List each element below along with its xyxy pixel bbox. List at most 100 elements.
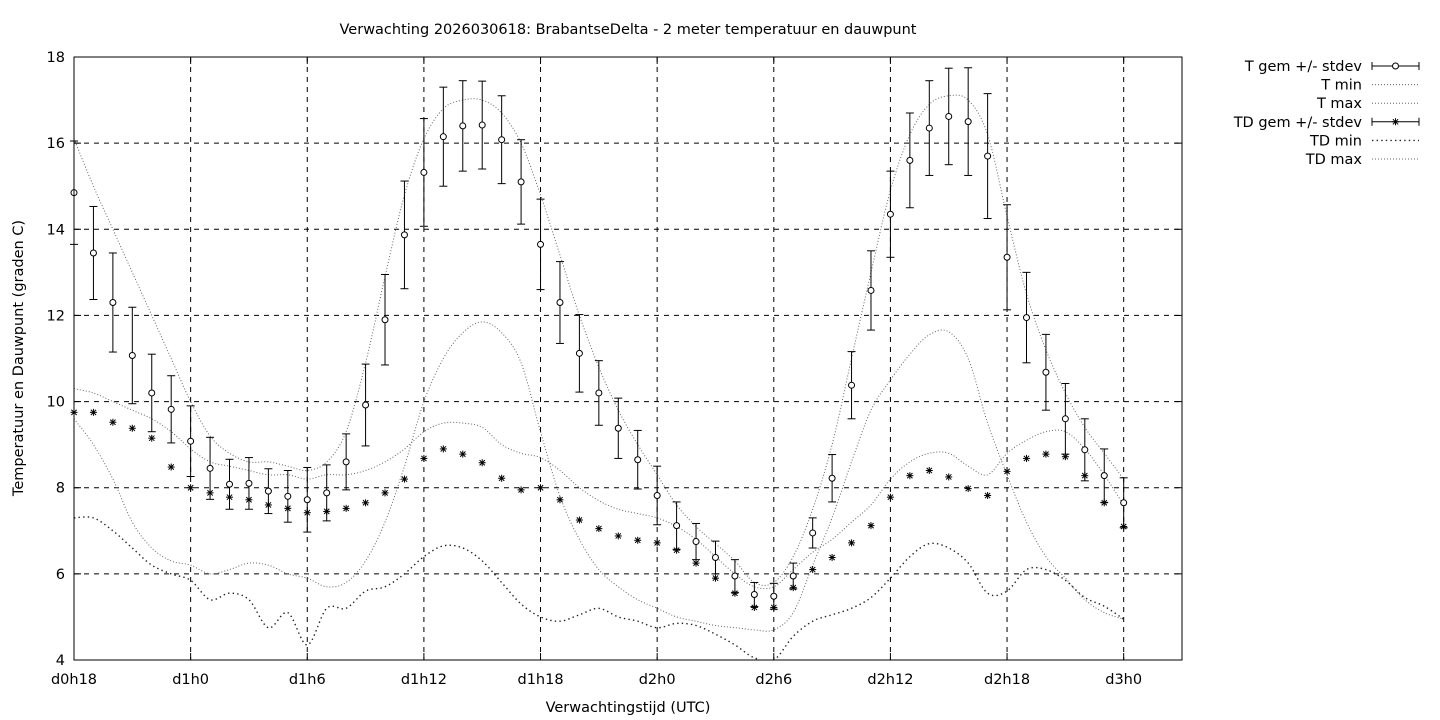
- data-point: [1100, 472, 1108, 480]
- data-point: [167, 463, 175, 471]
- series-line-1: [74, 321, 1124, 632]
- data-point: [537, 484, 545, 492]
- data-point: [692, 559, 700, 567]
- data-point: [1022, 454, 1030, 462]
- data-point: [537, 240, 545, 248]
- series-line-5: [74, 388, 1125, 590]
- data-point: [595, 525, 603, 533]
- data-point: [575, 349, 583, 357]
- data-point: [575, 516, 583, 524]
- data-point: [226, 493, 234, 501]
- data-point: [1042, 368, 1050, 376]
- data-point: [478, 121, 486, 129]
- data-point: [303, 509, 311, 517]
- data-point: [128, 351, 136, 359]
- legend-marker: [1392, 62, 1399, 70]
- series-points-0: [70, 67, 1128, 610]
- series-line-2: [74, 94, 1125, 586]
- data-point: [206, 464, 214, 472]
- legend-item: T min: [1320, 78, 1419, 94]
- data-point: [692, 538, 700, 546]
- data-point: [323, 507, 331, 515]
- data-point: [323, 489, 331, 497]
- data-point: [1003, 253, 1011, 261]
- data-point: [284, 504, 292, 512]
- x-tick-labels: d0h18 d1h0 d1h6 d1h12 d1h18 d2h0 d2h6 d2h12 d2h1…: [51, 672, 1142, 688]
- data-point: [1003, 467, 1011, 475]
- legend-item: T gem +/- stdev: [1244, 59, 1420, 75]
- data-point: [109, 299, 117, 307]
- y-tick-label: 4: [56, 653, 65, 669]
- series-points-3: [70, 408, 1128, 611]
- x-tick-label: d2h6: [755, 672, 792, 688]
- legend: T gem +/- stdev T min T max TD gem +/- stde…: [1233, 59, 1420, 168]
- data-point: [634, 456, 642, 464]
- data-point: [711, 574, 719, 582]
- data-point: [1042, 450, 1050, 458]
- data-point: [711, 553, 719, 561]
- legend-item: TD gem +/- stdev: [1233, 115, 1420, 131]
- x-tick-label: d2h0: [639, 672, 676, 688]
- legend-label: T gem +/- stdev: [1244, 59, 1363, 75]
- data-point: [809, 529, 817, 537]
- data-point: [1022, 314, 1030, 322]
- data-point: [362, 499, 370, 507]
- data-point: [400, 231, 408, 239]
- y-tick-label: 16: [47, 136, 65, 152]
- data-point: [1061, 415, 1069, 423]
- legend-item: TD max: [1305, 152, 1419, 168]
- x-tick-label: d1h0: [172, 672, 209, 688]
- data-point: [459, 122, 467, 130]
- data-point: [731, 589, 739, 597]
- y-tick-label: 8: [56, 481, 65, 497]
- x-tick-label: d2h18: [984, 672, 1030, 688]
- data-point: [964, 485, 972, 493]
- data-point: [420, 454, 428, 462]
- axes: [73, 56, 1182, 661]
- data-point: [400, 475, 408, 483]
- data-point: [945, 112, 953, 120]
- data-point: [984, 152, 992, 160]
- legend-label: T min: [1320, 78, 1362, 94]
- data-point: [148, 434, 156, 442]
- series-line-4: [74, 516, 1125, 660]
- data-point: [381, 489, 389, 497]
- data-point: [1081, 446, 1089, 454]
- data-point: [789, 584, 797, 592]
- data-point: [828, 553, 836, 561]
- data-point: [1100, 499, 1108, 507]
- x-tick-label: d1h6: [289, 672, 326, 688]
- y-tick-labels: 4 6 8 10 12 14 16 18: [47, 50, 65, 669]
- data-point: [964, 118, 972, 126]
- data-point: [128, 424, 136, 432]
- data-point: [673, 522, 681, 530]
- data-point: [614, 424, 622, 432]
- plot-frame: [73, 56, 1183, 661]
- data-point: [556, 496, 564, 504]
- data-point: [809, 566, 817, 574]
- legend-item: TD min: [1309, 133, 1419, 149]
- legend-label: TD gem +/- stdev: [1233, 115, 1363, 131]
- data-point: [906, 472, 914, 480]
- data-point: [439, 133, 447, 141]
- data-point: [478, 459, 486, 467]
- data-point: [770, 603, 778, 611]
- data-point: [750, 603, 758, 611]
- data-point: [789, 572, 797, 580]
- legend-label: TD max: [1305, 152, 1363, 168]
- data-point: [731, 572, 739, 580]
- data-point: [653, 539, 661, 547]
- data-point: [284, 492, 292, 500]
- x-axis-label: Verwachtingstijd (UTC): [546, 700, 711, 716]
- data-point: [187, 484, 195, 492]
- data-point: [556, 299, 564, 307]
- data-point: [1081, 472, 1089, 480]
- data-point: [1120, 499, 1128, 507]
- x-tick-label: d1h18: [517, 672, 563, 688]
- data-point: [848, 539, 856, 547]
- data-point: [867, 286, 875, 294]
- data-point: [226, 480, 234, 488]
- data-point: [342, 504, 350, 512]
- x-tick-label: d2h12: [867, 672, 913, 688]
- data-point: [848, 381, 856, 389]
